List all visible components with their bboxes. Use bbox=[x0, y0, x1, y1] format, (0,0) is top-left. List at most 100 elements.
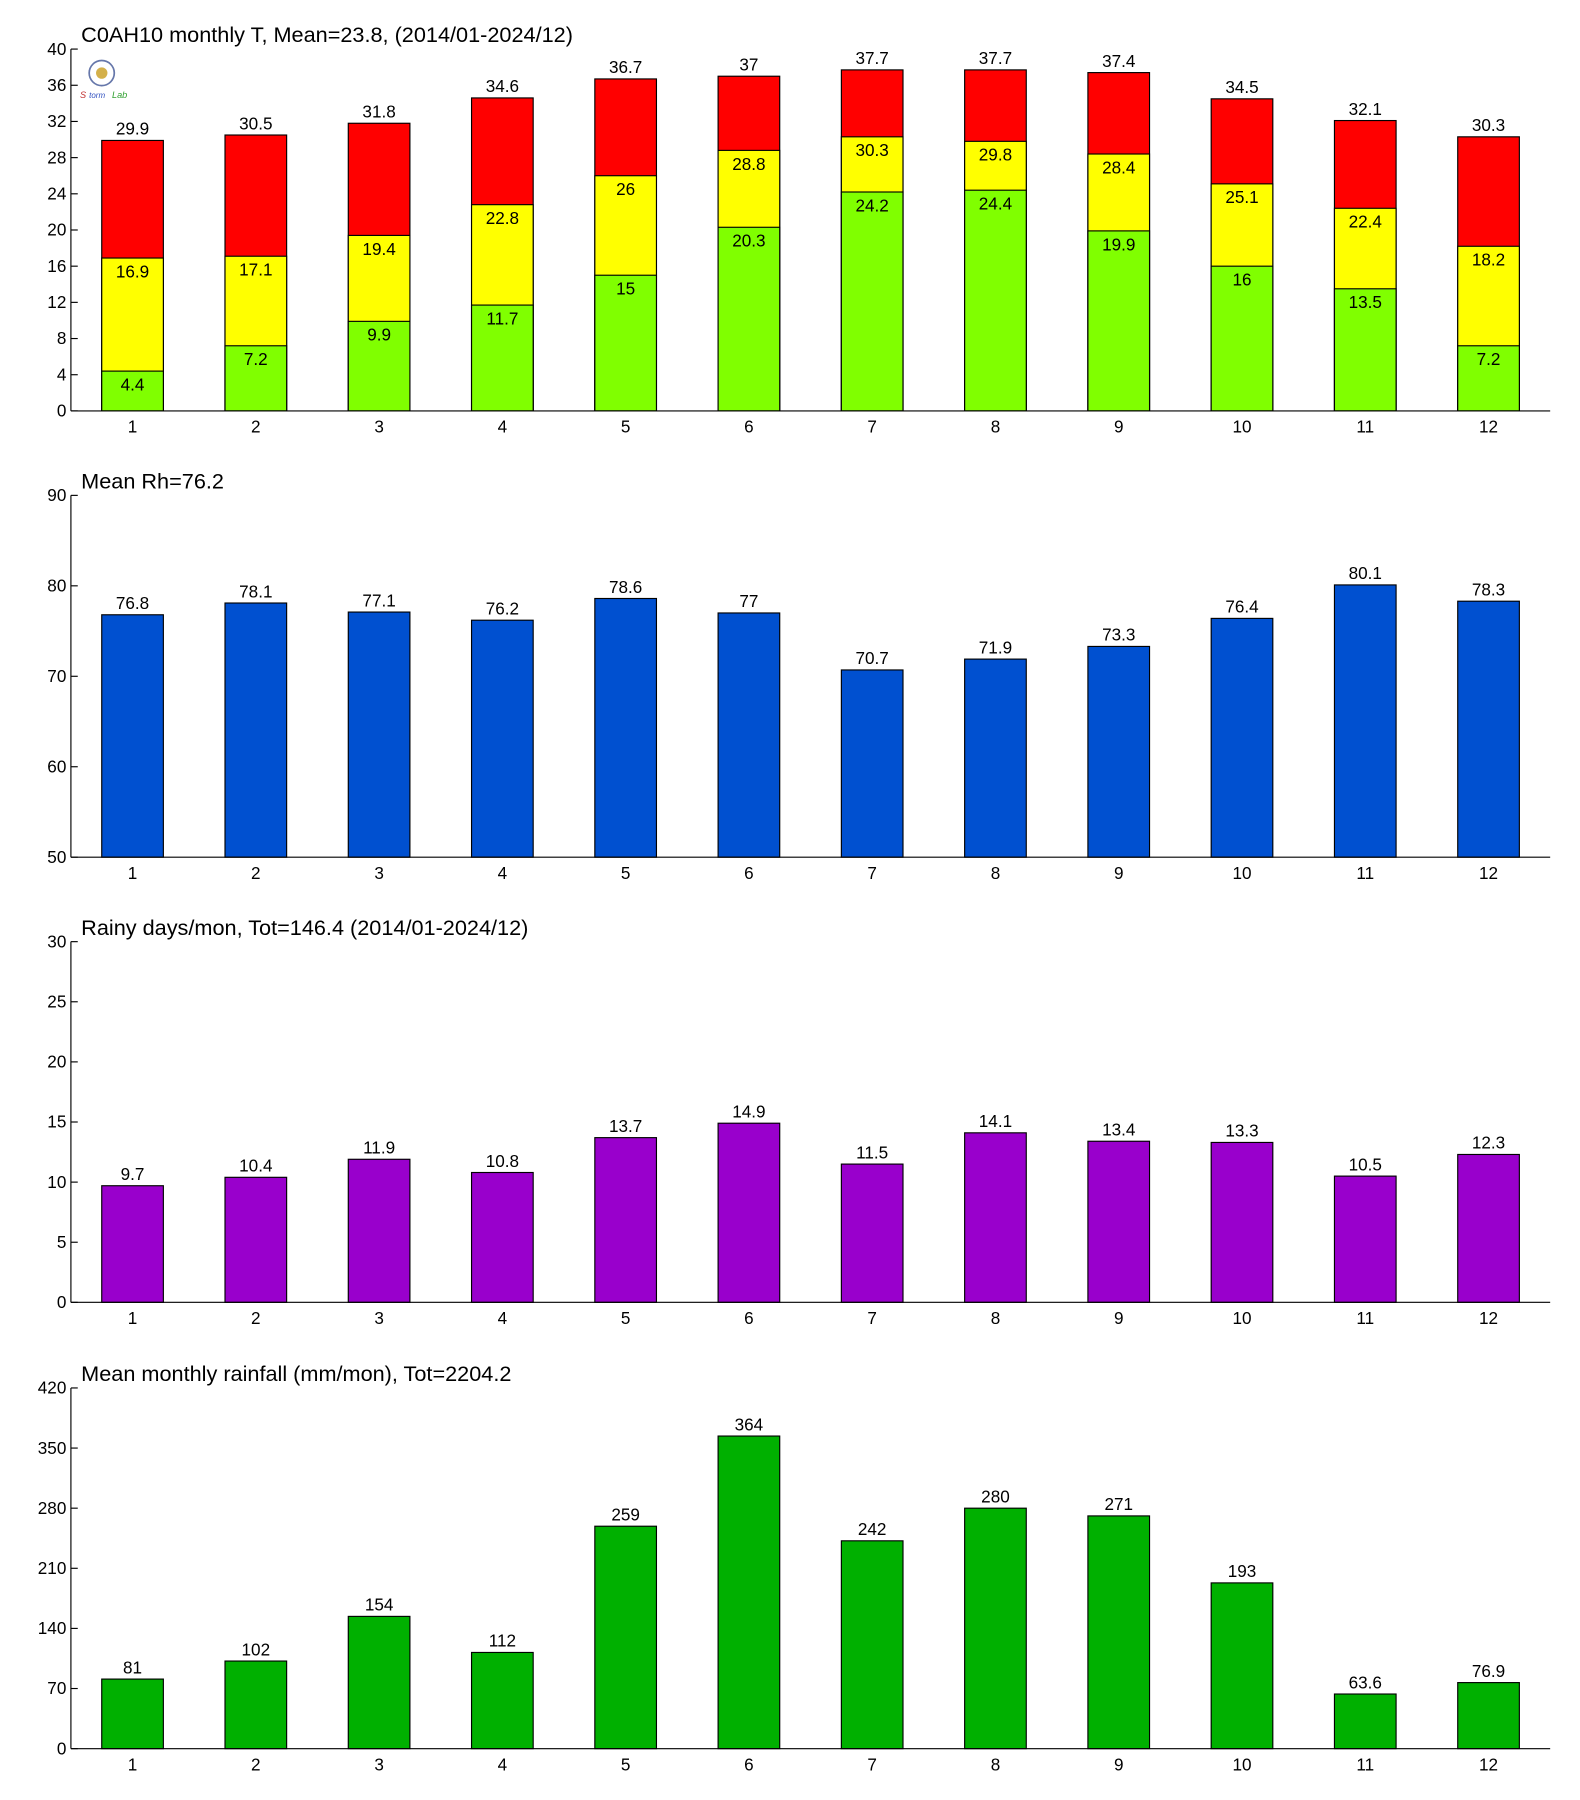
value-label: 78.3 bbox=[1472, 580, 1505, 599]
value-label: 154 bbox=[365, 1596, 394, 1615]
value-label: 271 bbox=[1104, 1495, 1133, 1514]
logo: S torm Lab bbox=[80, 59, 127, 100]
value-label: 24.4 bbox=[979, 195, 1013, 214]
value-label: 76.4 bbox=[1225, 598, 1259, 617]
value-label: 112 bbox=[489, 1632, 516, 1651]
y-tick-label: 420 bbox=[38, 1379, 67, 1398]
bar bbox=[1087, 230, 1151, 412]
value-label: 13.4 bbox=[1102, 1121, 1136, 1140]
x-tick-label: 6 bbox=[744, 1309, 754, 1328]
x-tick-label: 8 bbox=[991, 418, 1001, 437]
value-label: 76.8 bbox=[116, 594, 149, 613]
bar bbox=[224, 345, 288, 412]
y-tick-label: 12 bbox=[47, 293, 66, 312]
value-label: 30.3 bbox=[856, 141, 889, 160]
y-tick-label: 16 bbox=[47, 257, 66, 276]
y-tick-label: 4 bbox=[57, 365, 67, 384]
value-label: 193 bbox=[1228, 1562, 1257, 1581]
x-tick-label: 3 bbox=[374, 418, 384, 437]
value-label: 28.4 bbox=[1102, 158, 1136, 177]
x-tick-label: 9 bbox=[1114, 418, 1124, 437]
value-label: 76.2 bbox=[486, 599, 519, 618]
x-tick-label: 2 bbox=[251, 1755, 261, 1774]
y-tick-label: 24 bbox=[47, 185, 67, 204]
y-tick-label: 30 bbox=[47, 932, 66, 951]
bar bbox=[1087, 1515, 1151, 1750]
y-tick-label: 8 bbox=[57, 329, 67, 348]
bar bbox=[1087, 645, 1151, 858]
y-tick-label: 0 bbox=[57, 1739, 67, 1758]
y-tick-label: 28 bbox=[47, 148, 66, 167]
y-tick-label: 80 bbox=[47, 577, 66, 596]
bar bbox=[1457, 1153, 1520, 1303]
value-label: 20.3 bbox=[732, 232, 765, 251]
y-tick-label: 36 bbox=[47, 76, 66, 95]
svg-text:S: S bbox=[80, 90, 86, 100]
x-tick-label: 12 bbox=[1479, 1309, 1498, 1328]
value-label: 78.1 bbox=[239, 582, 272, 601]
bar bbox=[717, 226, 781, 412]
bar bbox=[840, 1540, 904, 1750]
bar bbox=[224, 602, 288, 858]
y-tick-label: 50 bbox=[47, 848, 66, 867]
y-tick-label: 350 bbox=[38, 1439, 67, 1458]
bar bbox=[101, 614, 164, 858]
x-tick-label: 1 bbox=[128, 1309, 138, 1328]
x-tick-label: 11 bbox=[1356, 418, 1374, 437]
value-label: 24.2 bbox=[856, 196, 889, 215]
value-label: 18.2 bbox=[1472, 251, 1505, 270]
x-tick-label: 5 bbox=[621, 1755, 631, 1774]
x-tick-label: 2 bbox=[251, 418, 261, 437]
bar bbox=[347, 320, 411, 412]
bar bbox=[1087, 1140, 1151, 1303]
x-tick-label: 11 bbox=[1356, 1309, 1374, 1328]
value-label: 34.5 bbox=[1225, 78, 1258, 97]
bar bbox=[347, 1615, 411, 1750]
value-label: 12.3 bbox=[1472, 1134, 1505, 1153]
bar bbox=[1333, 288, 1397, 412]
x-tick-label: 5 bbox=[621, 418, 631, 437]
x-tick-label: 11 bbox=[1356, 864, 1374, 883]
bar bbox=[1457, 1682, 1520, 1750]
value-label: 364 bbox=[735, 1415, 764, 1434]
chart: Mean monthly rainfall (mm/mon), Tot=2204… bbox=[38, 1361, 1551, 1774]
bar bbox=[594, 274, 658, 412]
x-tick-label: 9 bbox=[1114, 1755, 1124, 1774]
value-label: 11.9 bbox=[363, 1139, 395, 1158]
x-tick-label: 2 bbox=[251, 1309, 261, 1328]
bar bbox=[964, 1132, 1027, 1303]
bar bbox=[470, 619, 534, 858]
value-label: 29.9 bbox=[116, 120, 149, 139]
value-label: 10.5 bbox=[1349, 1155, 1382, 1174]
bar bbox=[1210, 1582, 1274, 1750]
value-label: 25.1 bbox=[1225, 188, 1258, 207]
bar bbox=[224, 1660, 288, 1750]
x-tick-label: 3 bbox=[374, 1755, 384, 1774]
value-label: 37.7 bbox=[856, 49, 889, 68]
y-tick-label: 10 bbox=[47, 1173, 66, 1192]
x-tick-label: 1 bbox=[128, 1755, 138, 1774]
value-label: 73.3 bbox=[1102, 626, 1135, 645]
x-tick-label: 1 bbox=[128, 864, 138, 883]
y-tick-label: 70 bbox=[47, 667, 66, 686]
bar bbox=[1333, 1175, 1397, 1303]
value-label: 29.8 bbox=[979, 146, 1012, 165]
bar bbox=[840, 191, 904, 412]
x-tick-label: 12 bbox=[1479, 418, 1498, 437]
bar bbox=[964, 1507, 1027, 1750]
y-tick-label: 15 bbox=[47, 1113, 66, 1132]
value-label: 10.4 bbox=[239, 1157, 273, 1176]
bar bbox=[964, 189, 1027, 412]
value-label: 31.8 bbox=[362, 103, 395, 122]
y-tick-label: 40 bbox=[47, 40, 66, 59]
value-label: 14.1 bbox=[979, 1112, 1012, 1131]
value-label: 14.9 bbox=[732, 1102, 765, 1121]
bar bbox=[717, 612, 781, 858]
x-tick-label: 11 bbox=[1356, 1755, 1374, 1774]
value-label: 7.2 bbox=[1477, 350, 1501, 369]
value-label: 13.5 bbox=[1349, 293, 1382, 312]
x-tick-label: 8 bbox=[991, 1755, 1001, 1774]
bar bbox=[470, 1171, 534, 1303]
x-tick-label: 8 bbox=[991, 864, 1001, 883]
